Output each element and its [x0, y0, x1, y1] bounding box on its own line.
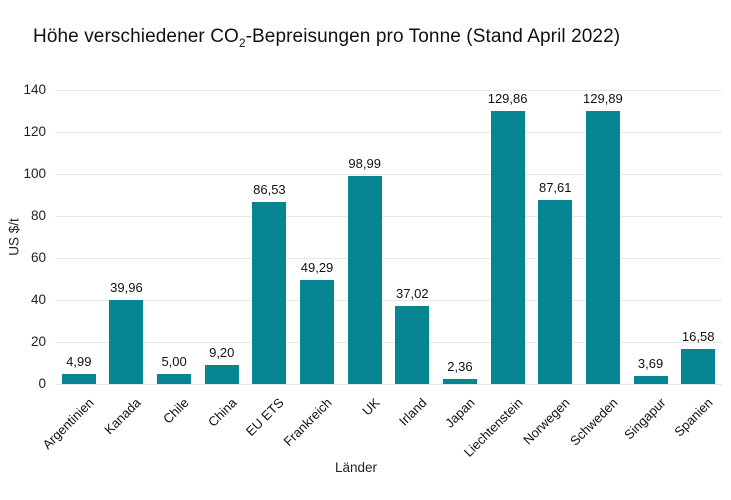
y-tick-label: 60 — [30, 250, 46, 265]
bar-eu-ets — [252, 202, 287, 384]
y-tick-label: 0 — [38, 376, 46, 391]
x-tick-label: Japan — [441, 395, 478, 431]
bar-singapur — [633, 376, 668, 384]
bar-uk — [347, 176, 382, 384]
y-tick-label: 100 — [23, 166, 46, 181]
gridline — [55, 131, 722, 133]
gridline — [55, 341, 722, 343]
bar-value-label: 16,58 — [681, 329, 715, 345]
bar-value-label: 129,89 — [583, 91, 623, 107]
x-tick-label: Kanada — [101, 395, 145, 438]
x-tick-label: Singapur — [620, 395, 669, 443]
bar-value-label: 87,61 — [538, 180, 572, 196]
x-tick-label: China — [204, 395, 240, 430]
gridline — [55, 383, 722, 385]
bar-value-label: 86,53 — [253, 182, 286, 198]
bar-frankreich — [300, 280, 335, 384]
y-tick-label: 40 — [30, 292, 46, 307]
bar-value-label: 98,99 — [348, 156, 381, 172]
bar-irland — [395, 306, 430, 384]
x-tick-label: Norwegen — [520, 395, 573, 448]
x-tick-label: Frankreich — [280, 395, 335, 450]
y-tick-label: 80 — [30, 208, 46, 223]
bar-liechtenstein — [490, 111, 525, 384]
y-tick-label: 140 — [23, 82, 46, 97]
bar-value-label: 5,00 — [161, 353, 187, 369]
bar-value-label: 2,36 — [447, 359, 473, 375]
bar-value-label: 39,96 — [110, 280, 143, 296]
gridline — [55, 257, 722, 259]
chart-title: Höhe verschiedener CO2-Bepreisungen pro … — [33, 26, 621, 50]
y-tick-label: 20 — [30, 334, 46, 349]
x-tick-label: Irland — [396, 395, 430, 429]
x-tick-label: Schweden — [566, 395, 621, 449]
gridline — [55, 299, 722, 301]
bar-japan — [442, 379, 477, 384]
x-tick-label: EU ETS — [243, 395, 287, 439]
chart-title-subscript: 2 — [238, 36, 246, 50]
x-tick-label: Chile — [160, 395, 192, 427]
y-tick-label: 120 — [23, 124, 46, 139]
gridline — [55, 215, 722, 217]
bar-norwegen — [538, 200, 573, 384]
x-axis-title: Länder — [334, 460, 378, 475]
gridline — [55, 89, 722, 91]
bar-schweden — [585, 111, 620, 384]
bar-argentinien — [61, 373, 96, 384]
gridline — [55, 173, 722, 175]
chart-title-suffix: -Bepreisungen pro Tonne (Stand April 202… — [245, 26, 621, 47]
plot-area: 4,99 39,96 5,00 9,20 86,53 49,29 98,99 37,02 2,3… — [55, 89, 722, 385]
x-tick-label: UK — [358, 395, 383, 419]
chart-title-prefix: Höhe verschiedener CO — [33, 26, 239, 47]
bar-value-label: 129,86 — [487, 91, 528, 107]
bar-value-label: 37,02 — [396, 286, 429, 302]
bar-value-label: 3,69 — [637, 356, 664, 372]
bar-spanien — [681, 349, 716, 384]
bar-value-label: 49,29 — [300, 260, 334, 276]
bar-chile — [157, 373, 192, 384]
bar-kanada — [109, 300, 144, 384]
bar-value-label: 4,99 — [66, 353, 92, 369]
bar-china — [204, 364, 239, 384]
bar-value-label: 9,20 — [209, 344, 235, 360]
x-tick-label: Argentinien — [39, 395, 97, 453]
x-tick-label: Spanien — [671, 395, 716, 440]
